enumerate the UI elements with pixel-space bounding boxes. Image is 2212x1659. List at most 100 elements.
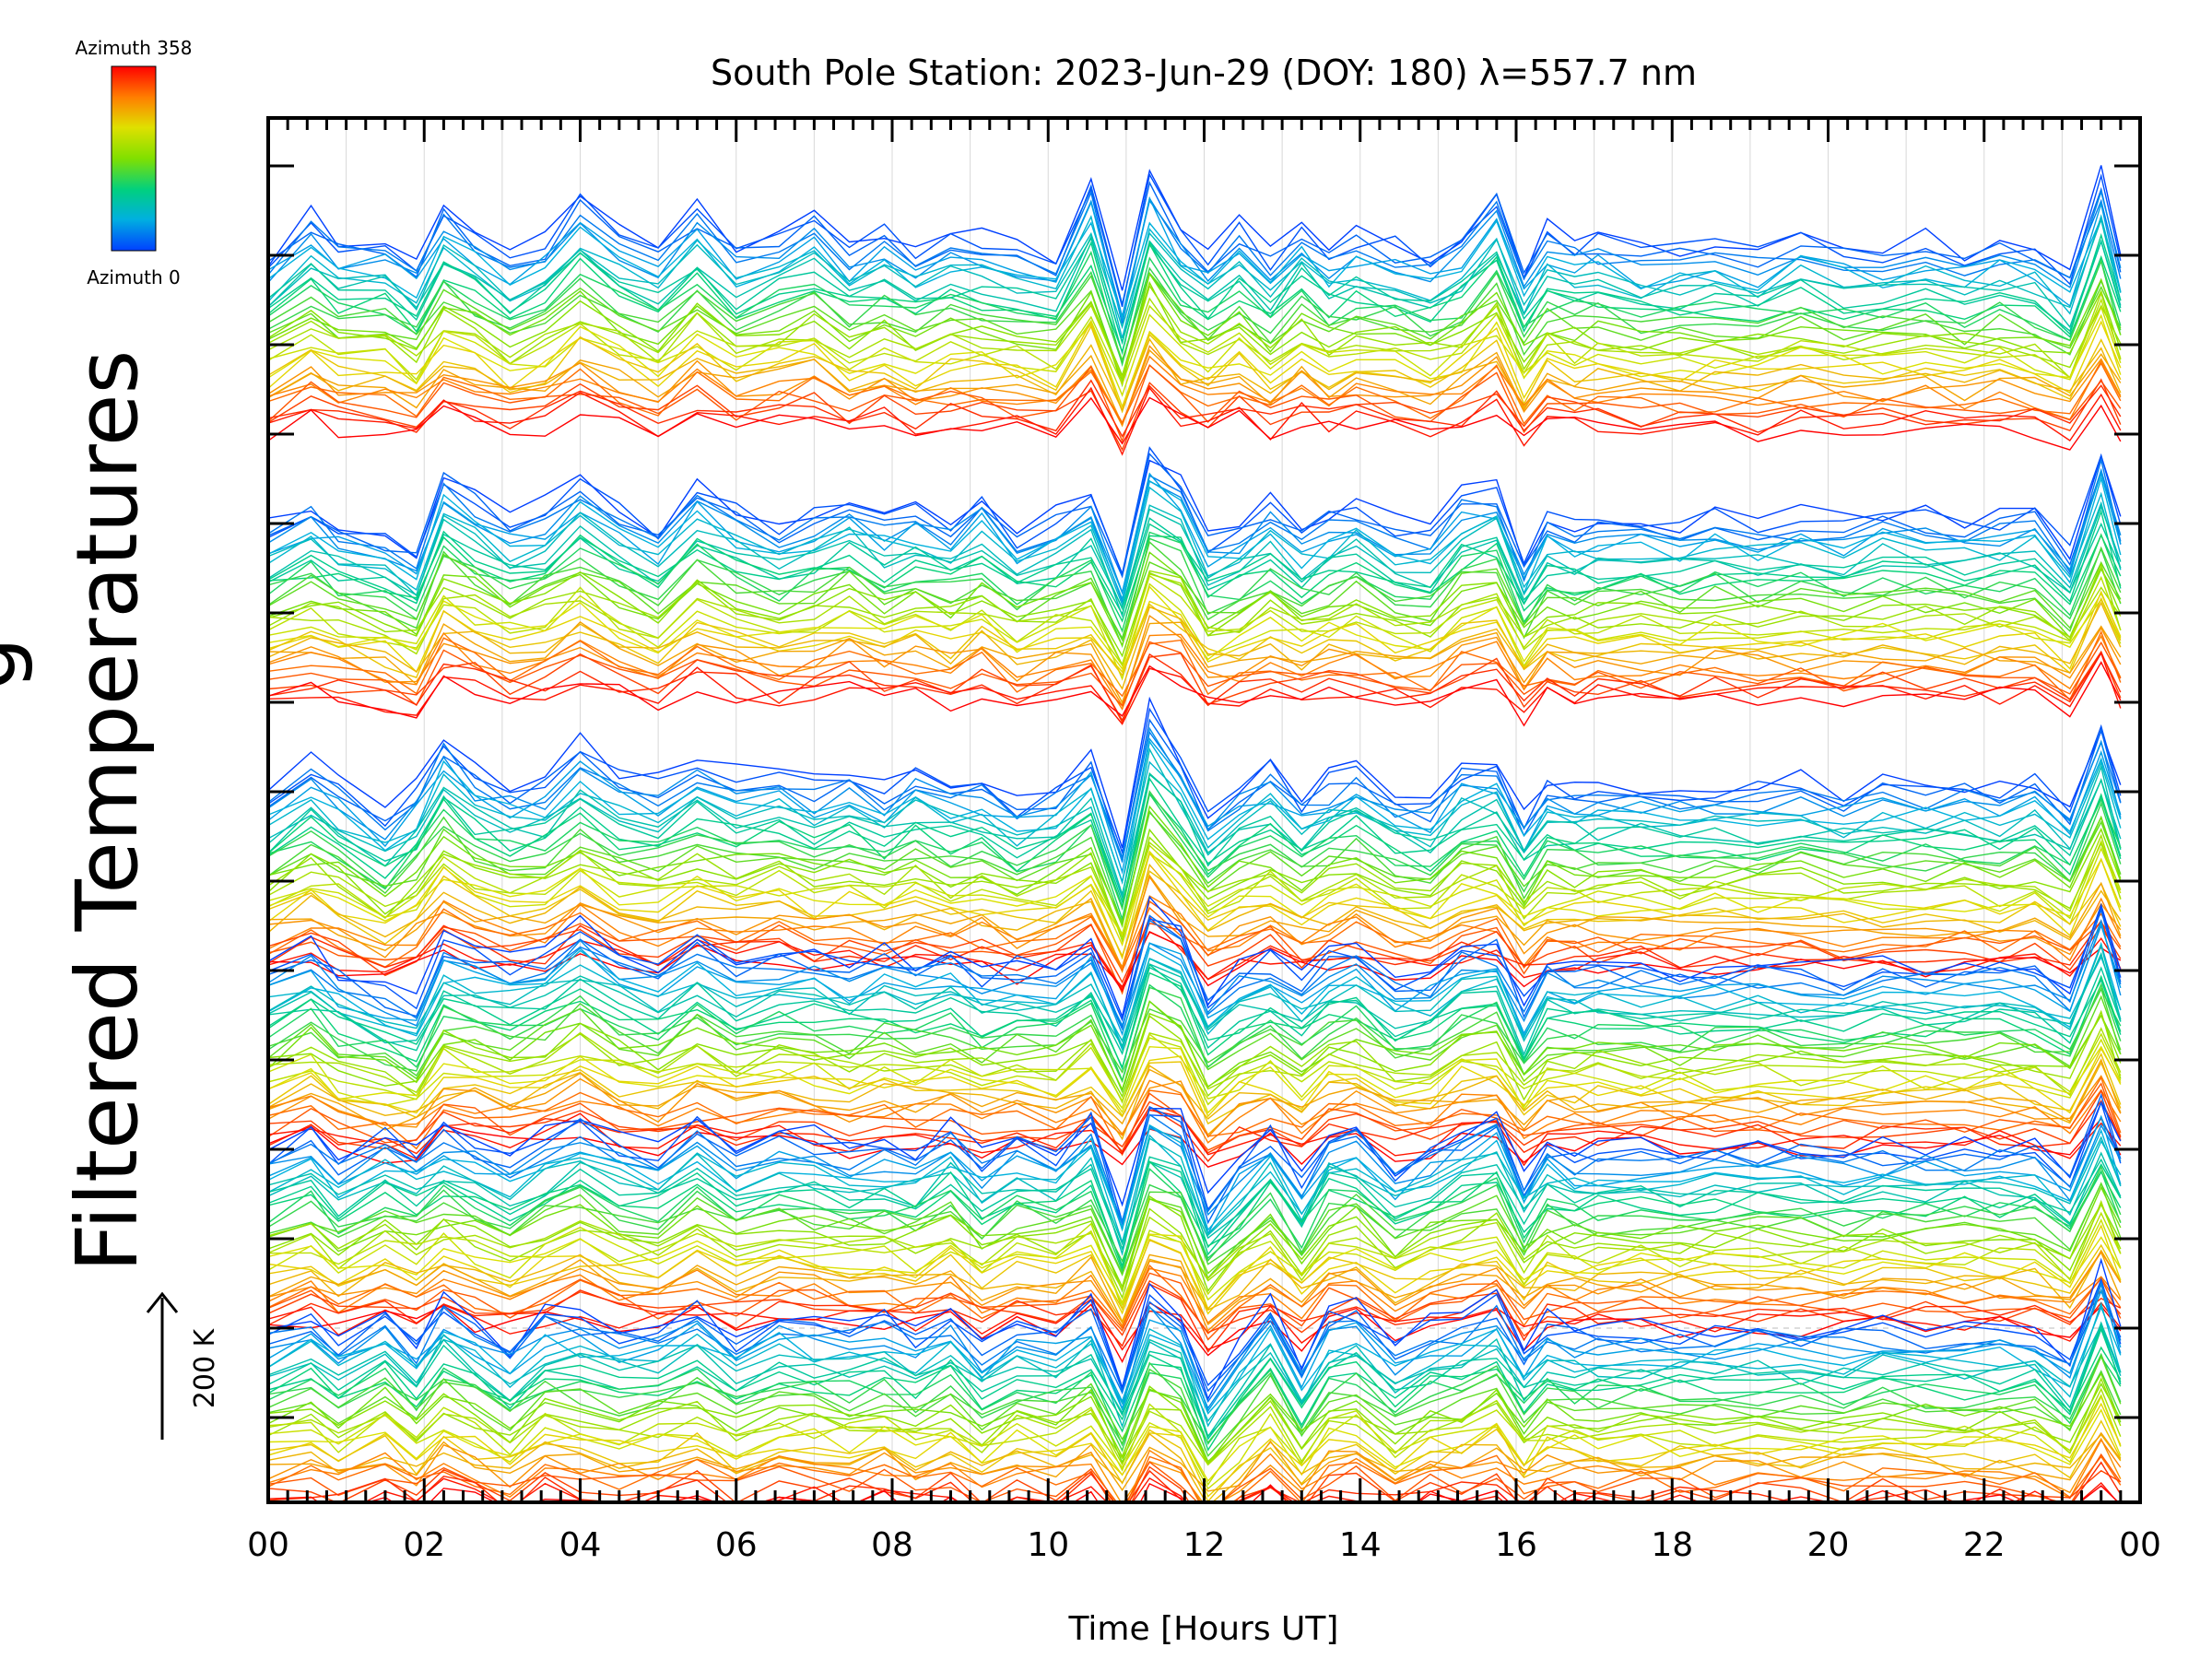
- series-line: [268, 1432, 2122, 1502]
- series-line: [268, 1195, 2122, 1293]
- series-line: [268, 551, 2122, 648]
- series-line: [268, 620, 2122, 704]
- series-line: [268, 1298, 2122, 1351]
- series-line: [268, 1045, 2122, 1114]
- series-line: [268, 509, 2122, 616]
- series-line: [268, 811, 2122, 926]
- x-tick-label: 00: [247, 1526, 289, 1564]
- series-line: [268, 259, 2122, 366]
- x-tick-label: 22: [1963, 1526, 2006, 1564]
- series-line: [268, 850, 2122, 947]
- series-line: [268, 651, 2122, 723]
- series-line: [268, 919, 2122, 1028]
- series-line: [268, 531, 2122, 633]
- x-axis-label: Time [Hours UT]: [1068, 1610, 1339, 1648]
- series-line: [268, 739, 2122, 885]
- series-line: [268, 1165, 2122, 1264]
- series-line: [268, 1431, 2122, 1492]
- series-line: [268, 572, 2122, 666]
- series-line: [268, 1461, 2122, 1502]
- series-line: [268, 486, 2122, 607]
- series-line: [268, 982, 2122, 1084]
- colorbar-bottom-label: Azimuth 0: [87, 266, 181, 288]
- series-line: [268, 1257, 2122, 1401]
- series-line: [268, 601, 2122, 690]
- y-ticks: [268, 164, 2140, 1419]
- series-line: [268, 272, 2122, 388]
- series-line: [268, 951, 2122, 1056]
- series-line: [268, 1009, 2122, 1104]
- series-line: [268, 1402, 2122, 1498]
- series-line: [268, 364, 2122, 443]
- x-tick-label: 06: [715, 1526, 758, 1564]
- series-line: [268, 537, 2122, 649]
- series-line: [268, 504, 2122, 610]
- series-line: [268, 1076, 2122, 1157]
- series-line: [268, 1368, 2122, 1457]
- series-line: [268, 1027, 2122, 1103]
- series-line: [268, 1109, 2122, 1167]
- series-line: [268, 870, 2122, 959]
- series-line: [268, 1135, 2122, 1256]
- series-line: [268, 696, 2122, 849]
- series-line: [268, 726, 2122, 865]
- series-line: [268, 790, 2122, 912]
- series-line: [268, 1282, 2122, 1411]
- series-line: [268, 453, 2122, 577]
- series-line: [268, 1202, 2122, 1300]
- series-line: [268, 833, 2122, 939]
- series-line: [268, 1047, 2122, 1118]
- x-tick-label: 16: [1495, 1526, 1537, 1564]
- series-group: [268, 165, 2122, 456]
- series-line: [268, 919, 2122, 1031]
- scale-bar-arrow: [146, 1291, 179, 1313]
- series-line: [268, 652, 2122, 725]
- x-tick-label: 08: [871, 1526, 913, 1564]
- series-line: [268, 863, 2122, 974]
- series-line: [268, 805, 2122, 929]
- series-line: [268, 271, 2122, 383]
- series-line: [268, 214, 2122, 339]
- series-line: [268, 348, 2122, 427]
- chart-title: South Pole Station: 2023-Jun-29 (DOY: 18…: [711, 53, 1697, 93]
- series-line: [268, 562, 2122, 667]
- series-line: [268, 1324, 2122, 1441]
- series-line: [268, 1012, 2122, 1099]
- series-line: [268, 922, 2122, 1037]
- series-line: [268, 1082, 2122, 1153]
- series-line: [268, 1323, 2122, 1429]
- series-line: [268, 1352, 2122, 1453]
- series-line: [268, 1267, 2122, 1328]
- series-line: [268, 457, 2122, 604]
- series-line: [268, 582, 2122, 681]
- series-line: [268, 355, 2122, 425]
- series-line: [268, 298, 2122, 386]
- series-line: [268, 181, 2122, 305]
- series-line: [268, 994, 2122, 1094]
- series-line: [268, 1346, 2122, 1452]
- series-line: [268, 540, 2122, 641]
- series-line: [268, 963, 2122, 1071]
- series-line: [268, 1283, 2122, 1353]
- series-line: [268, 1199, 2122, 1291]
- series-line: [268, 895, 2122, 971]
- series-line: [268, 165, 2122, 291]
- x-tick-label: 18: [1651, 1526, 1693, 1564]
- series-group: [268, 446, 2122, 727]
- series-line: [268, 1124, 2122, 1224]
- series-line: [268, 1288, 2122, 1413]
- series-line: [268, 900, 2122, 995]
- x-tick-label: 02: [403, 1526, 445, 1564]
- x-tick-label: 00: [2119, 1526, 2161, 1564]
- series-line: [268, 590, 2122, 674]
- series-line: [268, 792, 2122, 922]
- series-line: [268, 1033, 2122, 1110]
- series-line: [268, 467, 2122, 595]
- series-line: [268, 1168, 2122, 1273]
- scale-bar: 200 K: [146, 1291, 221, 1440]
- x-tick-label: 14: [1339, 1526, 1382, 1564]
- colorbar-gradient: [111, 65, 157, 252]
- series-line: [268, 1185, 2122, 1293]
- series-line: [268, 1160, 2122, 1268]
- series-lines: [268, 165, 2122, 1502]
